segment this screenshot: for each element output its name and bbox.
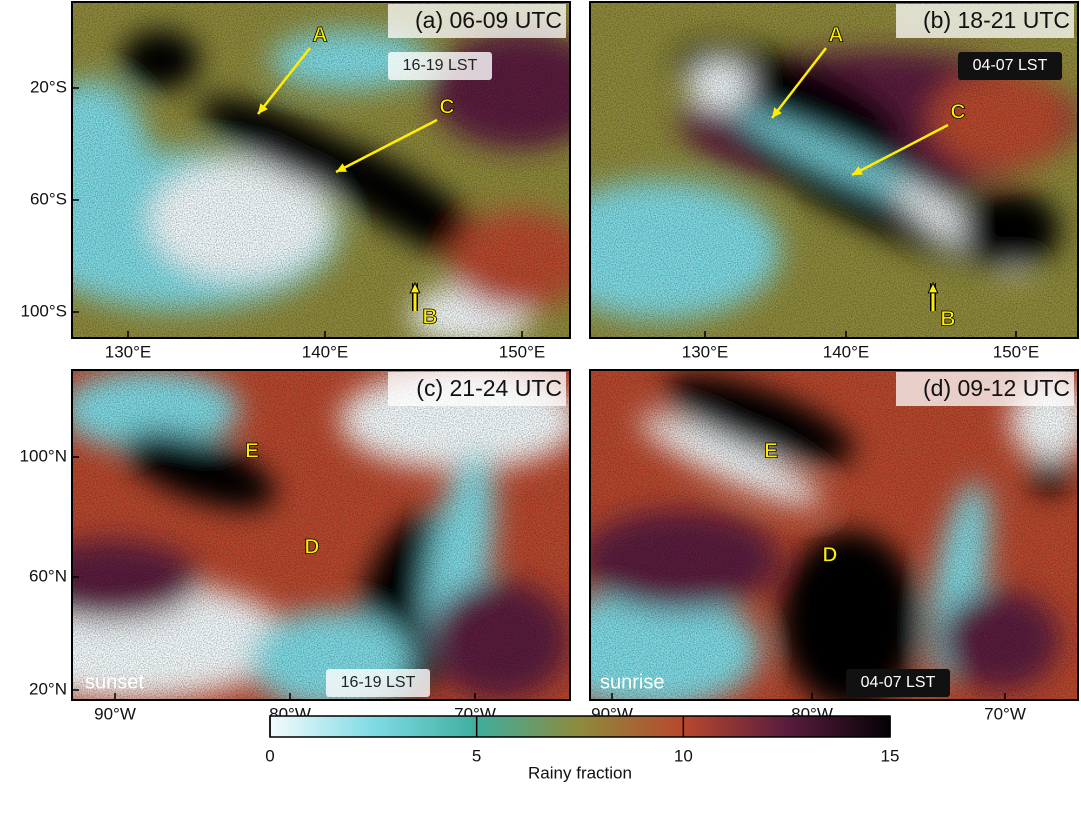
map-panel [20, 2, 610, 345]
annotation-letter: A [312, 24, 327, 47]
colorbar-label: Rainy fraction [528, 763, 632, 782]
colorbar-tick-label: 0 [265, 746, 274, 765]
y-tick-label: 60°N [29, 566, 67, 585]
speckle [72, 370, 570, 700]
x-tick-label: 90°W [94, 704, 136, 723]
x-tick-label: 150°E [499, 342, 546, 361]
annotation-letter: E [764, 440, 778, 463]
colorbar-tick-label: 10 [674, 746, 693, 765]
panel-title: (a) 06-09 UTC [415, 7, 562, 33]
panel-title: (b) 18-21 UTC [923, 7, 1070, 33]
annotation-letter: A [828, 24, 843, 47]
y-tick-label: 60°S [30, 189, 67, 208]
x-tick-label: 140°E [302, 342, 349, 361]
annotation-letter: B [422, 306, 437, 329]
colorbar [270, 716, 890, 737]
annotation-letter: C [439, 96, 454, 119]
figure: (a) 06-09 UTC 16-19 LST 20°S 60°S 100°S 130°E… [0, 0, 1081, 817]
map-panel [540, 358, 1081, 710]
annotation-letter: E [245, 440, 259, 463]
x-tick-label: 130°E [105, 342, 152, 361]
lst-label: 04-07 LST [861, 674, 936, 691]
x-tick-label: 130°E [682, 342, 729, 361]
colorbar-tick-label: 15 [881, 746, 900, 765]
panel-title: (d) 09-12 UTC [923, 375, 1070, 401]
time-note: sunrise [600, 671, 664, 693]
lst-label: 04-07 LST [973, 57, 1048, 74]
annotation-letter: C [950, 101, 965, 124]
y-tick-label: 20°N [29, 679, 67, 698]
colorbar-tick-label: 5 [472, 746, 481, 765]
annotation-letter: B [940, 308, 955, 331]
y-tick-label: 100°S [20, 301, 67, 320]
panel-title: (c) 21-24 UTC [416, 375, 562, 401]
x-tick-label: 70°W [984, 704, 1026, 723]
speckle [590, 370, 1078, 700]
lst-label: 16-19 LST [341, 674, 416, 691]
lst-label: 16-19 LST [403, 57, 478, 74]
annotation-letter: D [822, 544, 837, 567]
time-note: sunset [85, 671, 144, 693]
x-tick-label: 150°E [993, 342, 1040, 361]
x-tick-label: 140°E [823, 342, 870, 361]
y-tick-label: 100°N [20, 446, 67, 465]
map-panel [0, 370, 580, 720]
annotation-letter: D [304, 536, 319, 559]
y-tick-label: 20°S [30, 77, 67, 96]
speckle [72, 2, 570, 338]
